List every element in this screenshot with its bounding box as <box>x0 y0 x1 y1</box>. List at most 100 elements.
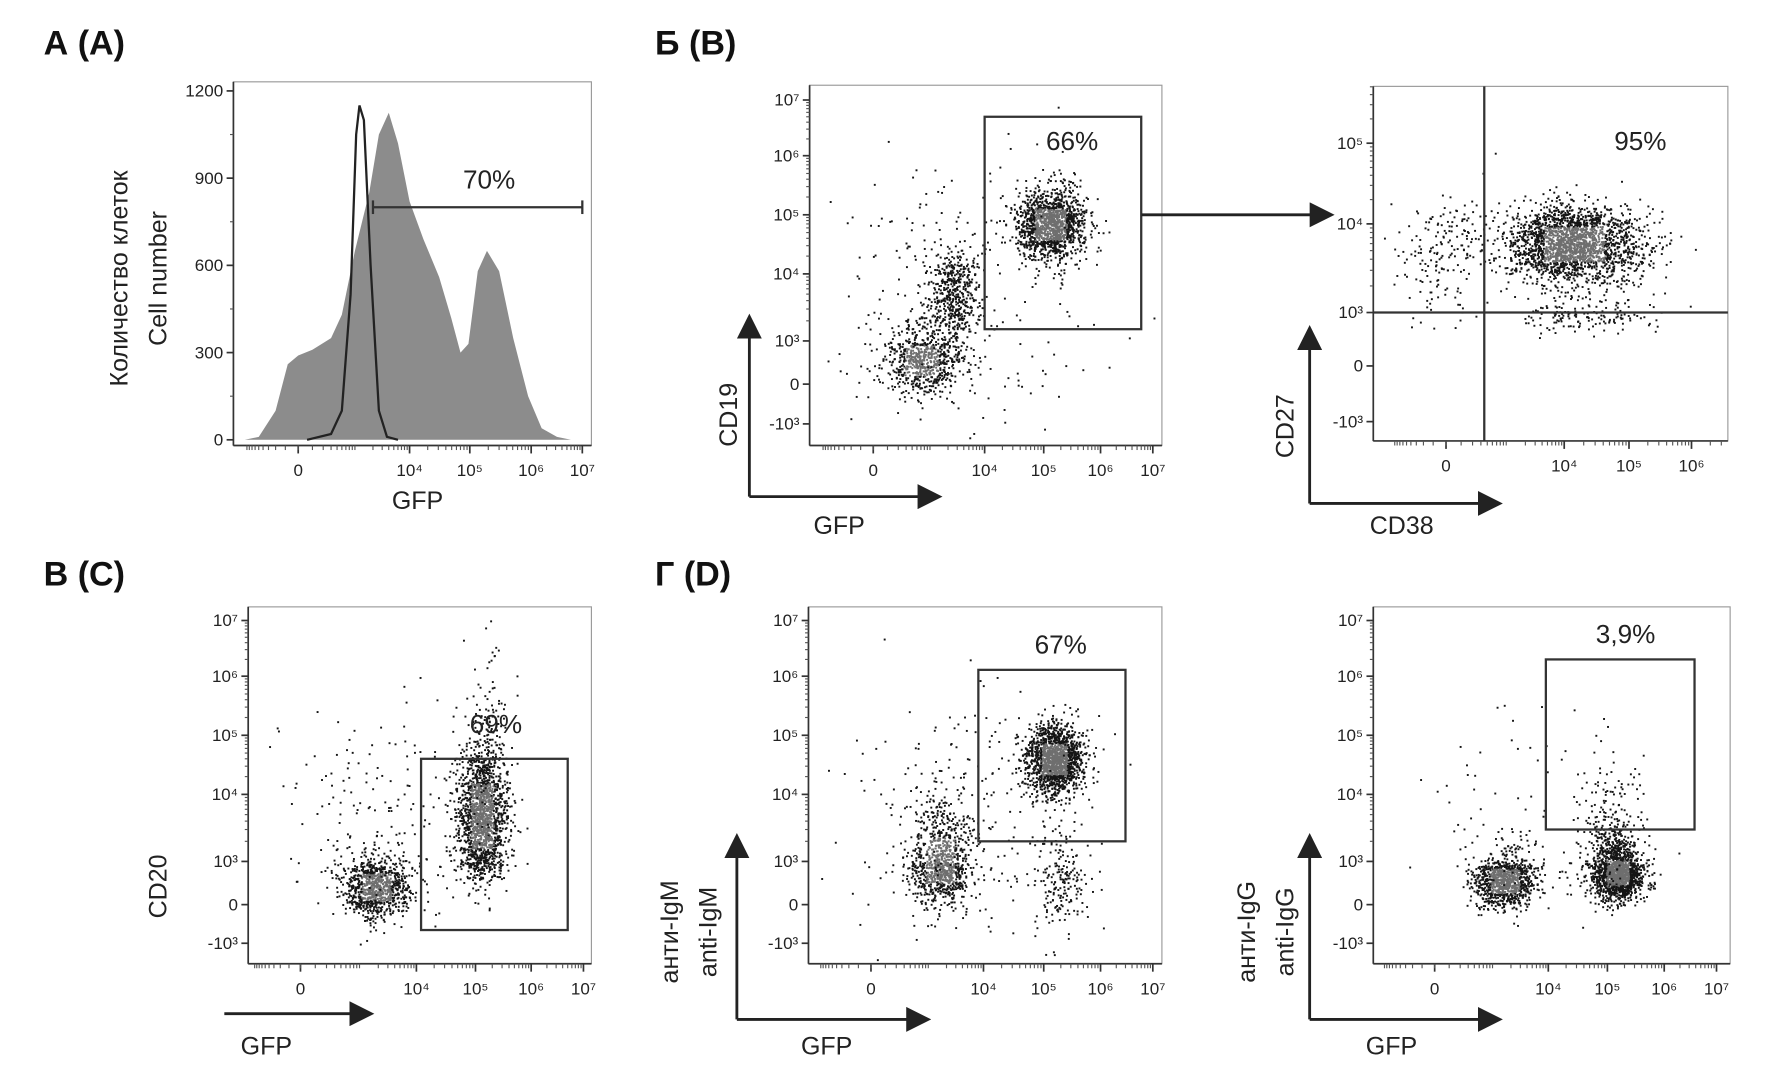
event-dot <box>1022 230 1025 233</box>
event-dot <box>1546 227 1548 230</box>
event-dot <box>1566 266 1569 269</box>
event-dot <box>1528 224 1531 227</box>
event-dot <box>955 220 958 223</box>
event-dot <box>1083 199 1085 202</box>
event-dot <box>916 364 919 367</box>
event-dot <box>950 278 953 281</box>
event-dot <box>1064 247 1066 250</box>
event-dot <box>1063 255 1065 258</box>
event-dot <box>934 386 937 389</box>
event-dot <box>955 280 958 282</box>
event-dot <box>1620 264 1623 267</box>
event-dot <box>1601 275 1604 277</box>
event-dot <box>965 265 968 268</box>
event-dot <box>966 283 969 286</box>
event-dot <box>932 345 935 348</box>
event-dot <box>1054 210 1057 213</box>
event-dot <box>1080 219 1083 222</box>
event-dot <box>960 306 963 309</box>
event-dot <box>936 296 939 299</box>
event-dot <box>1071 232 1074 235</box>
event-dot <box>1071 217 1074 220</box>
event-dot <box>1033 252 1035 255</box>
event-dot <box>910 362 913 365</box>
event-dot <box>1527 238 1530 241</box>
event-dot <box>1055 198 1058 201</box>
event-dot <box>1050 221 1053 224</box>
event-dot <box>936 376 939 379</box>
event-dot <box>1052 201 1055 204</box>
event-dot <box>1056 218 1059 221</box>
event-dot <box>1083 222 1086 225</box>
event-dot <box>1036 225 1039 228</box>
event-dot <box>1063 272 1066 275</box>
event-dot <box>947 277 950 280</box>
event-dot <box>1616 223 1619 226</box>
event-dot <box>1581 242 1584 245</box>
event-dot <box>908 359 911 362</box>
event-dot <box>1553 275 1556 278</box>
event-dot <box>958 358 961 361</box>
event-dot <box>1077 203 1080 206</box>
event-dot <box>1044 195 1047 197</box>
event-dot <box>1043 239 1045 242</box>
event-dot <box>1577 224 1580 227</box>
event-dot <box>1048 214 1051 217</box>
event-dot <box>1605 196 1607 199</box>
event-dot <box>1622 250 1625 253</box>
event-dot <box>1590 267 1593 270</box>
event-dot <box>948 294 951 297</box>
event-dot <box>1060 213 1063 216</box>
event-dot <box>1063 191 1066 194</box>
event-dot <box>1077 210 1080 213</box>
event-dot <box>1504 244 1507 247</box>
event-dot <box>875 348 878 351</box>
event-dot <box>969 305 972 308</box>
event-dot <box>1578 219 1581 222</box>
event-dot <box>1642 270 1645 273</box>
event-dot <box>946 374 949 377</box>
event-dot <box>1040 237 1043 239</box>
event-dot <box>949 270 952 273</box>
event-dot <box>1612 221 1615 224</box>
event-dot <box>1042 240 1045 243</box>
event-dot <box>937 329 940 332</box>
event-dot <box>1575 243 1578 246</box>
event-dot <box>1065 223 1068 226</box>
event-dot <box>1040 258 1043 261</box>
event-dot <box>1028 231 1030 234</box>
event-dot <box>1573 214 1576 217</box>
event-dot <box>1034 277 1037 280</box>
event-dot <box>1050 207 1053 210</box>
event-dot <box>869 343 872 346</box>
event-dot <box>1622 214 1624 217</box>
event-dot <box>1547 197 1550 200</box>
gate-rectangle <box>983 115 1143 331</box>
event-dot <box>1561 264 1564 267</box>
event-dot <box>957 279 959 282</box>
event-dot <box>1598 276 1601 279</box>
event-dot <box>1042 216 1045 219</box>
event-dot <box>1063 179 1066 182</box>
event-dot <box>1540 292 1543 295</box>
event-dot <box>1037 190 1040 193</box>
event-dot <box>1069 229 1072 232</box>
event-dot <box>1050 212 1053 214</box>
event-dot <box>839 370 842 373</box>
event-dot <box>1079 244 1082 247</box>
event-dot <box>917 349 920 352</box>
event-dot <box>1059 180 1062 183</box>
event-dot <box>1591 281 1594 284</box>
event-dot <box>1594 232 1597 235</box>
event-dot <box>1054 256 1057 259</box>
event-dot <box>1493 216 1496 219</box>
event-dot <box>939 390 941 393</box>
event-dot <box>1560 235 1563 238</box>
event-dot <box>946 377 949 380</box>
event-dot <box>874 365 876 368</box>
event-dot <box>1532 220 1535 223</box>
event-dot <box>1038 237 1041 239</box>
event-dot <box>939 238 942 241</box>
event-dot <box>1550 241 1553 244</box>
event-dot <box>1545 236 1548 239</box>
